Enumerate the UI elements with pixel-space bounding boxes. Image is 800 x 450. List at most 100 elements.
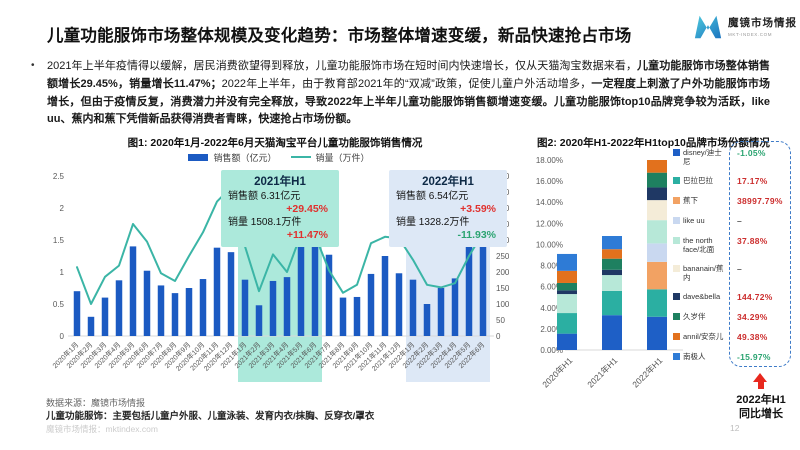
sales-bar [311, 233, 319, 336]
brand-segment [647, 261, 667, 290]
sales-bar [157, 285, 165, 336]
brand-swatch [673, 293, 680, 300]
annotation-title: 2021年H1 [254, 176, 306, 188]
brand-m-icon [694, 15, 722, 39]
legend-row: like uu – [673, 216, 791, 226]
legend-row: dave&bella 144.72% [673, 292, 791, 302]
volume-line [76, 186, 484, 305]
sales-bar [339, 297, 347, 336]
sales-bar [227, 252, 235, 336]
legend-label-volume: 销量（万件） [315, 152, 370, 163]
figure2-plot: 0.00% 2.00% 4.00% 6.00% 8.00% 10.00% 12.00% 14.… [536, 156, 683, 389]
annotation-line: +3.59% [460, 203, 496, 215]
legend-label-sales: 销售额（亿元） [213, 152, 277, 163]
right-axis-tick: 200 [496, 268, 510, 277]
brand-segment [602, 275, 622, 291]
figure2-caption: 图2: 2020年H1-2022年H1top10品牌市场份额情况 [537, 137, 770, 149]
right-axis-tick: 150 [496, 284, 510, 293]
annotation-line: +29.45% [286, 203, 328, 215]
sales-bar [129, 246, 137, 336]
annotation-line: 销量 1508.1万件 [228, 217, 302, 229]
left-axis-tick: 2.5 [53, 172, 65, 181]
sales-bar [87, 316, 95, 336]
brand-swatch [673, 217, 680, 224]
bullet-marker: • [31, 60, 35, 71]
sales-bar [73, 291, 81, 336]
brand-segment [602, 315, 622, 350]
brand-segment [647, 172, 667, 188]
brand-segment [557, 253, 577, 271]
sales-bar [213, 247, 221, 336]
sales-bar [241, 279, 249, 336]
brand-growth-value: 144.72% [737, 292, 773, 302]
brand-segment [602, 269, 622, 276]
percent-axis-tick: 18.00% [536, 156, 563, 165]
category-definition-note: 儿童功能服饰：主要包括儿童户外服、儿童泳装、发育内衣/抹胸、反穿衣/罩衣 [46, 411, 375, 422]
percent-axis-tick: 14.00% [536, 198, 563, 207]
halfyear-label: 2022年H1 [630, 355, 664, 389]
brand-segment [557, 282, 577, 291]
brand-growth-value: 34.29% [737, 312, 768, 322]
legend-row: 蕉下 38997.79% [673, 196, 791, 206]
legend-item-sales: 销售额（亿元） [188, 151, 277, 164]
brand-segment [647, 316, 667, 350]
sales-bar [143, 270, 151, 336]
sales-bar [255, 305, 263, 336]
brand-swatch [673, 265, 680, 272]
figure1-legend: 销售额（亿元） 销量（万件） [38, 148, 520, 166]
legend-row: bananain/蕉内 – [673, 264, 791, 282]
brand-segment [602, 258, 622, 270]
brand-segment [602, 249, 622, 259]
brand-segment [557, 290, 577, 295]
brand-label: like uu [683, 216, 705, 225]
brand-growth-value: – [737, 264, 743, 274]
brand-swatch [673, 197, 680, 204]
summary-paragraph: 2021年上半年疫情得以缓解，居民消费欲望得到释放，儿童功能服饰市场在短时间内快… [47, 58, 770, 129]
brand-logo: 魔镜市场情报 MKT-INDEX.COM [693, 13, 797, 39]
brand-swatch [673, 177, 680, 184]
sales-bar [171, 293, 179, 336]
brand-label: 巴拉巴拉 [683, 176, 713, 185]
brand-name: 魔镜市场情报 [728, 17, 797, 29]
brand-swatch [673, 149, 680, 156]
figure1-caption: 图1: 2020年1月-2022年6月天猫淘宝平台儿童功能服饰销售情况 [127, 137, 423, 149]
brand-label: 蕉下 [683, 196, 698, 205]
sales-bar [269, 280, 277, 336]
percent-axis-tick: 0.00% [540, 346, 563, 355]
sales-bar [185, 288, 193, 336]
percent-axis-tick: 10.00% [536, 240, 563, 249]
brand-label: disney/迪士尼 [683, 148, 722, 166]
brand-segment [557, 270, 577, 283]
brand-label: the north face/北面 [683, 236, 715, 254]
annotation-title: 2022年H1 [422, 176, 474, 188]
figure2-stacked-chart: 0.00% 2.00% 4.00% 6.00% 8.00% 10.00% 12.00% 14.… [533, 141, 795, 433]
brand-growth-value: -15.97% [737, 352, 771, 362]
percent-axis-tick: 2.00% [540, 325, 563, 334]
sales-bar [381, 256, 389, 336]
brand-growth-value: 38997.79% [737, 196, 783, 206]
brand-swatch [673, 237, 680, 244]
growth-box-label: 2022年H1 同比增长 [736, 394, 786, 421]
brand-label: 南极人 [683, 352, 706, 361]
sales-bar [409, 279, 417, 336]
data-source-note: 数据来源：魔镜市场情报 [46, 398, 146, 408]
sales-bar [451, 278, 459, 336]
sales-bar [465, 243, 473, 336]
brand-segment [602, 290, 622, 316]
growth-values-box [729, 141, 791, 367]
brand-segment [647, 243, 667, 262]
sales-bar [115, 280, 123, 336]
sales-bar [437, 288, 445, 336]
paragraph-run: 一定程度上刺激了户外功能服饰市场增长，但由于疫情反复，消费潜力并没有完全释放，导… [47, 77, 771, 126]
brand-growth-value: 49.38% [737, 332, 768, 342]
sales-bar-swatch [188, 153, 209, 161]
left-axis-tick: 0.5 [53, 300, 65, 309]
period-annotation: 2022年H1 销售额 6.54亿元 +3.59% 销量 1328.2万件 -11.93… [389, 170, 507, 248]
right-axis-tick: 50 [496, 316, 505, 325]
legend-row: disney/迪士尼 -1.05% [673, 148, 791, 166]
legend-row: 南极人 -15.97% [673, 352, 791, 362]
percent-axis-tick: 6.00% [540, 283, 563, 292]
right-axis-tick: 100 [496, 300, 510, 309]
brand-swatch [673, 333, 680, 340]
